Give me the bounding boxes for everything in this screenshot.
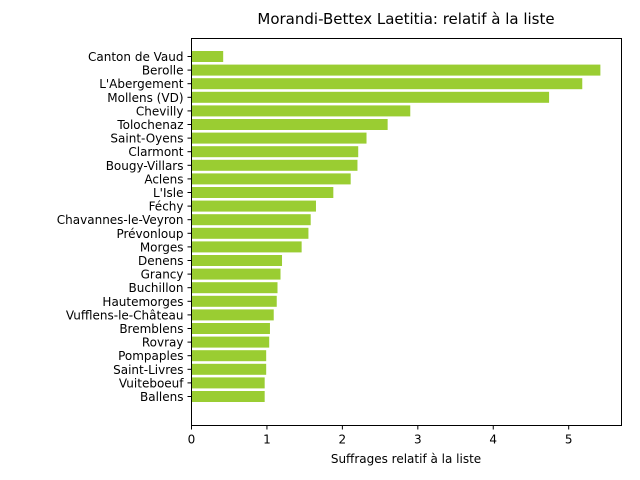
bar-19 (191, 309, 274, 321)
y-tick-label: Ballens (140, 390, 184, 404)
bar-13 (191, 227, 309, 239)
y-tick-label: L'Abergement (99, 77, 184, 91)
bar-1 (191, 64, 601, 76)
bar-17 (191, 282, 278, 294)
bar-12 (191, 214, 311, 226)
y-tick-label: Morges (140, 240, 184, 254)
bar-18 (191, 295, 277, 307)
bar-21 (191, 336, 270, 348)
y-tick-label: Chavannes-le-Veyron (57, 213, 184, 227)
x-tick-label: 1 (263, 433, 271, 447)
bar-0 (191, 51, 224, 62)
y-tick-label: Pompaples (118, 349, 183, 363)
y-tick-label: Bougy-Villars (106, 159, 184, 173)
y-tick-label: Canton de Vaud (88, 50, 183, 64)
bar-14 (191, 241, 302, 253)
y-tick-label: Féchy (149, 200, 184, 214)
y-tick-labels: Canton de VaudBerolleL'AbergementMollens… (57, 50, 192, 404)
y-tick-label: Aclens (144, 172, 183, 186)
bars-group (191, 51, 601, 402)
y-tick-label: Denens (138, 254, 183, 268)
y-tick-label: Grancy (141, 268, 184, 282)
y-tick-label: Clarmont (128, 145, 183, 159)
x-axis-label: Suffrages relatif à la liste (331, 452, 481, 466)
bar-8 (191, 159, 358, 171)
x-tick-label: 4 (489, 433, 497, 447)
bar-3 (191, 91, 550, 103)
bar-6 (191, 132, 367, 144)
bar-9 (191, 173, 351, 185)
x-tick-label: 5 (565, 433, 573, 447)
chart-title: Morandi-Bettex Laetitia: relatif à la li… (257, 10, 554, 28)
bar-22 (191, 350, 267, 362)
y-tick-label: Rovray (142, 336, 184, 350)
y-tick-label: Saint-Oyens (110, 132, 183, 146)
bar-25 (191, 391, 265, 402)
y-tick-label: Hautemorges (102, 295, 183, 309)
bar-16 (191, 268, 281, 280)
y-tick-label: Berolle (142, 64, 184, 78)
x-tick-label: 0 (188, 433, 196, 447)
x-tick-labels: 0 1 2 3 4 5 (188, 425, 573, 447)
y-tick-label: Vufflens-le-Château (66, 308, 184, 322)
x-tick-label: 2 (339, 433, 347, 447)
bar-20 (191, 323, 270, 334)
bar-4 (191, 105, 411, 117)
bar-24 (191, 377, 265, 389)
bar-15 (191, 255, 283, 266)
x-tick-label: 3 (414, 433, 422, 447)
y-tick-label: Bremblens (119, 322, 183, 336)
bar-23 (191, 363, 267, 375)
y-tick-label: Buchillon (129, 281, 184, 295)
y-tick-label: Vuiteboeuf (119, 376, 184, 390)
plot-frame (191, 38, 622, 426)
y-tick-label: L'Isle (153, 186, 184, 200)
bar-7 (191, 146, 359, 158)
bar-10 (191, 187, 334, 198)
y-tick-label: Mollens (VD) (107, 91, 183, 105)
bar-2 (191, 78, 583, 90)
y-tick-label: Prévonloup (116, 227, 183, 241)
y-tick-label: Tolochenaz (116, 118, 183, 132)
y-tick-label: Saint-Livres (113, 363, 183, 377)
bar-5 (191, 119, 388, 130)
y-tick-label: Chevilly (136, 104, 184, 118)
bar-11 (191, 200, 316, 212)
